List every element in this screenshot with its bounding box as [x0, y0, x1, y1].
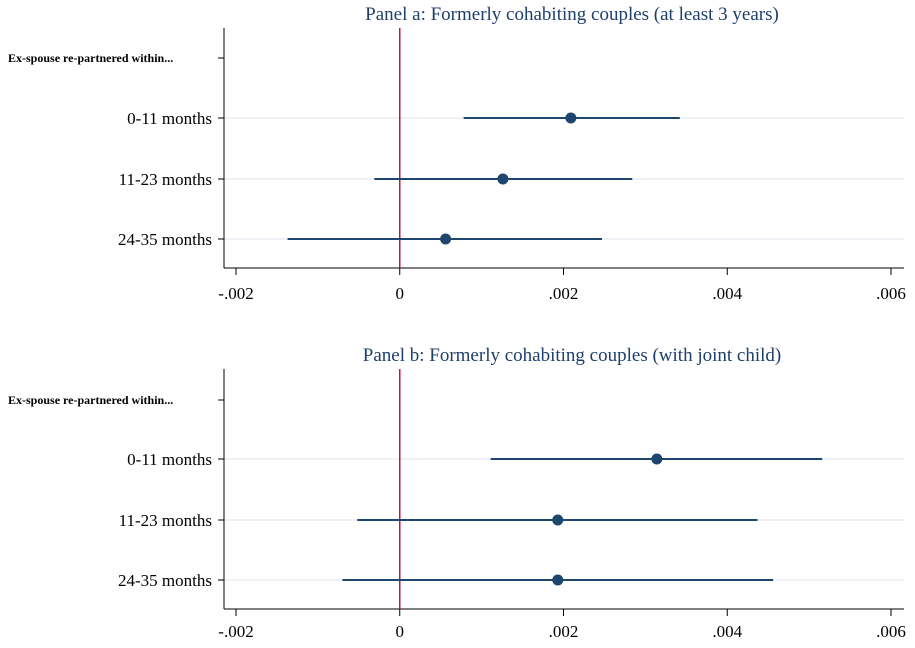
category-label: 0-11 months — [127, 109, 212, 128]
x-tick-label: -.002 — [218, 284, 253, 303]
group-header-label: Ex-spouse re-partnered within... — [8, 51, 173, 65]
point-estimate — [497, 173, 509, 185]
point-estimate — [552, 574, 564, 586]
group-header-label: Ex-spouse re-partnered within... — [8, 393, 173, 407]
panel-a: Panel a: Formerly cohabiting couples (at… — [8, 4, 906, 303]
x-tick-label: 0 — [396, 622, 405, 641]
x-tick-label: -.002 — [218, 622, 253, 641]
point-estimate — [440, 233, 452, 245]
point-estimate — [565, 112, 577, 124]
x-tick-label: .004 — [712, 622, 742, 641]
panel-title: Panel b: Formerly cohabiting couples (wi… — [363, 345, 781, 366]
point-estimate — [651, 453, 663, 465]
panel-title: Panel a: Formerly cohabiting couples (at… — [365, 4, 779, 25]
category-label: 11-23 months — [119, 170, 212, 189]
x-tick-label: .006 — [876, 622, 906, 641]
panel-b: Panel b: Formerly cohabiting couples (wi… — [8, 345, 906, 641]
x-tick-label: .006 — [876, 284, 906, 303]
x-tick-label: .002 — [549, 284, 579, 303]
category-label: 24-35 months — [118, 571, 212, 590]
category-label: 0-11 months — [127, 450, 212, 469]
category-label: 11-23 months — [119, 511, 212, 530]
category-label: 24-35 months — [118, 230, 212, 249]
x-tick-label: .004 — [712, 284, 742, 303]
x-tick-label: 0 — [396, 284, 405, 303]
point-estimate — [552, 514, 564, 526]
x-tick-label: .002 — [549, 622, 579, 641]
